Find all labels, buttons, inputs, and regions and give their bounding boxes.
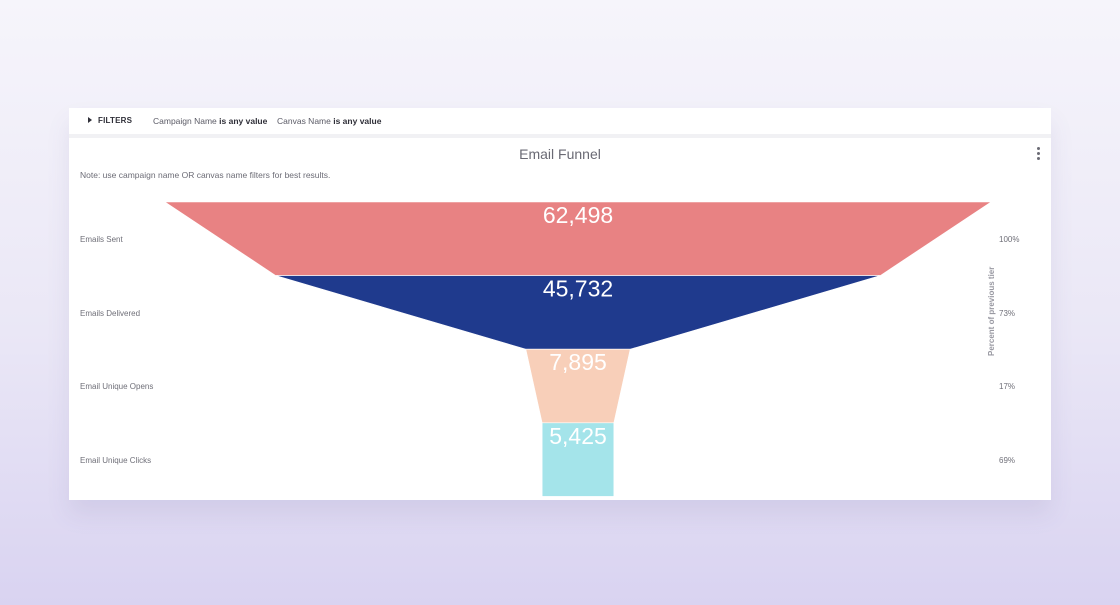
funnel-value-unique-clicks: 5,425 <box>549 423 607 449</box>
stage-label-unique-opens: Email Unique Opens <box>80 382 154 391</box>
filters-toggle[interactable]: FILTERS <box>88 116 132 125</box>
filter-canvas-name[interactable]: Canvas Name is any value <box>277 116 381 126</box>
stage-label-emails-delivered: Emails Delivered <box>80 309 141 318</box>
funnel-value-unique-opens: 7,895 <box>549 349 607 375</box>
right-axis-title: Percent of previous tier <box>987 266 996 356</box>
percent-label-emails-sent: 100% <box>999 235 1020 244</box>
funnel-value-emails-sent: 62,498 <box>543 202 613 228</box>
percent-label-unique-clicks: 69% <box>999 456 1016 465</box>
stage-label-unique-clicks: Email Unique Clicks <box>80 456 152 465</box>
percent-label-emails-delivered: 73% <box>999 309 1016 318</box>
funnel-panel: FILTERS Campaign Name is any value Canva… <box>69 108 1051 500</box>
chart-title: Email Funnel <box>519 146 601 162</box>
caret-right-icon <box>88 117 92 123</box>
chart-note: Note: use campaign name OR canvas name f… <box>80 170 331 180</box>
percent-label-unique-opens: 17% <box>999 382 1016 391</box>
kebab-menu-icon[interactable] <box>1037 147 1041 161</box>
filter-campaign-name[interactable]: Campaign Name is any value <box>153 116 267 126</box>
filters-toggle-label: FILTERS <box>98 116 133 125</box>
filter-campaign-name-field: Campaign Name <box>153 116 217 126</box>
filters-bar: FILTERS Campaign Name is any value Canva… <box>69 108 1051 138</box>
filter-canvas-name-condition: is any value <box>333 116 382 126</box>
funnel-chart: 62,498 45,732 7,895 5,425 <box>164 201 992 497</box>
filter-campaign-name-condition: is any value <box>219 116 268 126</box>
funnel-value-emails-delivered: 45,732 <box>543 276 613 302</box>
funnel-tier-unique-clicks[interactable] <box>541 422 615 497</box>
filter-canvas-name-field: Canvas Name <box>277 116 331 126</box>
stage-label-emails-sent: Emails Sent <box>80 235 123 244</box>
